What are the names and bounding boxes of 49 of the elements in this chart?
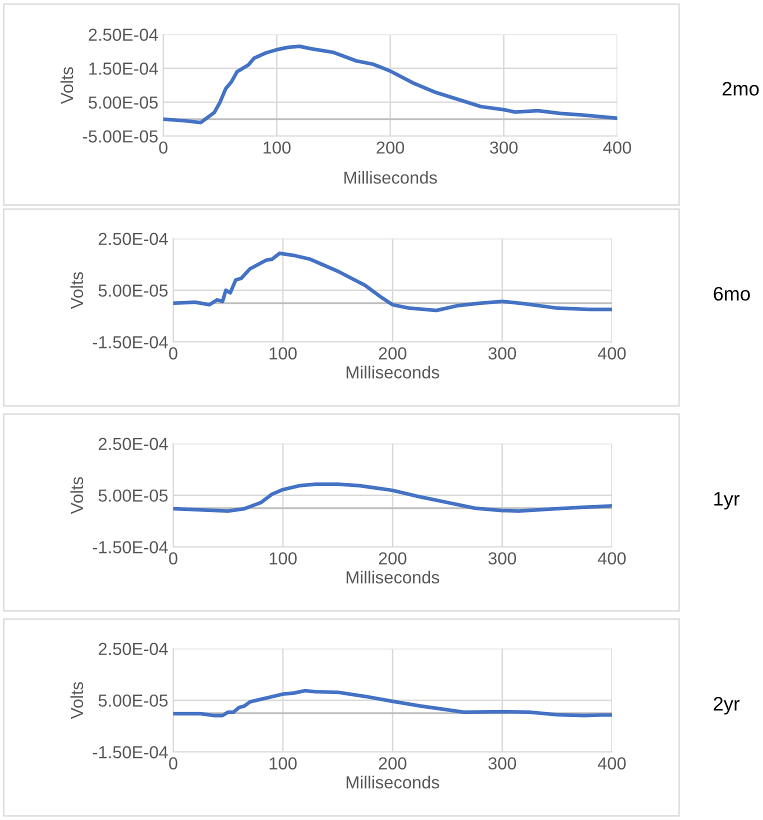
x-tick-label: 200 bbox=[378, 552, 406, 565]
x-tick-label: 0 bbox=[169, 347, 178, 360]
y-tick-label: -1.50E-04 bbox=[92, 336, 168, 348]
line-series bbox=[163, 44, 618, 124]
x-axis-title: Milliseconds bbox=[346, 366, 440, 379]
x-axis-title: Milliseconds bbox=[344, 171, 437, 184]
y-axis-title: Volts bbox=[70, 682, 84, 720]
y-axis-title: Volts bbox=[70, 477, 84, 514]
x-tick-label: 300 bbox=[488, 347, 516, 360]
x-tick-label: 100 bbox=[270, 552, 297, 565]
y-tick-label: 5.00E-05 bbox=[98, 284, 168, 297]
x-axis-title: Milliseconds bbox=[346, 570, 440, 584]
x-tick-label: 300 bbox=[490, 141, 518, 154]
y-axis-title: Volts bbox=[60, 67, 74, 104]
y-tick-label: 2.50E-04 bbox=[98, 438, 168, 450]
text: 2mo bbox=[722, 82, 759, 96]
y-tick-label: -1.50E-04 bbox=[92, 746, 168, 758]
y-tick-label: -5.00E-05 bbox=[82, 130, 158, 143]
line-series bbox=[173, 482, 612, 513]
text: 1yr bbox=[714, 492, 740, 510]
y-axis-title: Volts bbox=[70, 272, 84, 310]
y-tick-label: 5.00E-05 bbox=[88, 96, 158, 109]
x-tick-label: 200 bbox=[378, 347, 406, 360]
x-tick-label: 0 bbox=[169, 552, 178, 565]
x-tick-label: 100 bbox=[264, 141, 291, 154]
x-axis-title: Milliseconds bbox=[346, 776, 440, 789]
x-tick-label: 400 bbox=[598, 757, 626, 770]
x-tick-label: 100 bbox=[270, 757, 297, 770]
x-tick-label: 0 bbox=[169, 757, 178, 770]
x-tick-label: 400 bbox=[603, 141, 632, 154]
y-tick-label: 2.50E-04 bbox=[88, 28, 158, 41]
y-tick-label: -1.50E-04 bbox=[92, 541, 168, 554]
y-tick-label: 2.50E-04 bbox=[98, 232, 168, 246]
line-series bbox=[173, 688, 612, 718]
x-tick-label: 200 bbox=[378, 757, 406, 770]
y-tick-label: 2.50E-04 bbox=[98, 642, 168, 656]
x-tick-label: 400 bbox=[598, 552, 626, 565]
x-tick-label: 0 bbox=[159, 141, 168, 154]
x-tick-label: 400 bbox=[598, 347, 626, 360]
text: 6mo bbox=[714, 286, 750, 301]
x-tick-label: 300 bbox=[488, 552, 516, 565]
x-tick-label: 200 bbox=[376, 141, 404, 154]
y-tick-label: 1.50E-04 bbox=[89, 62, 158, 75]
y-tick-label: 5.00E-05 bbox=[98, 694, 168, 707]
x-tick-label: 100 bbox=[270, 347, 297, 360]
x-tick-label: 300 bbox=[488, 757, 516, 770]
text: 2yr bbox=[714, 696, 740, 715]
y-tick-label: 5.00E-05 bbox=[98, 489, 168, 502]
line-series bbox=[173, 252, 612, 312]
